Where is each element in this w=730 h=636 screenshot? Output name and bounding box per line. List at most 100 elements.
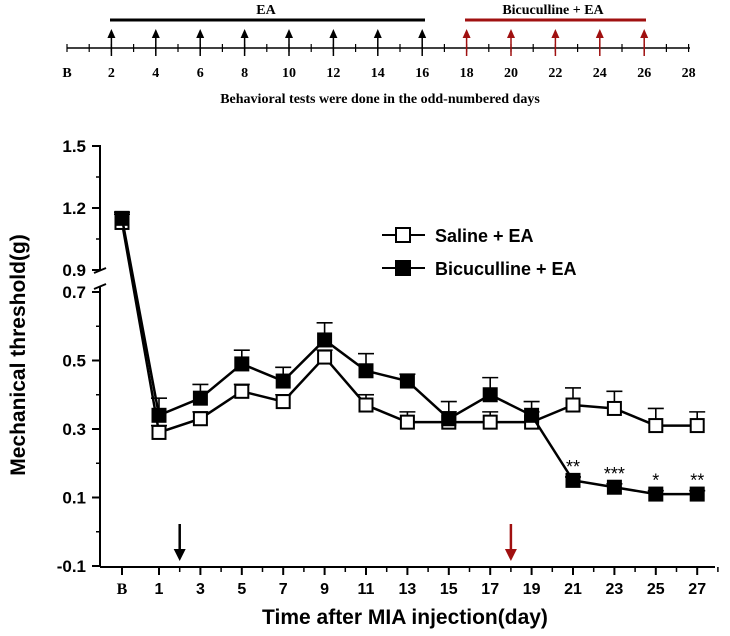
x-tick-label: 3 (196, 581, 205, 598)
x-tick-label: 9 (320, 581, 329, 598)
significance-label: ** (690, 471, 704, 491)
y-tick-label: 0.3 (62, 420, 86, 439)
ea-arrow-head (329, 29, 338, 38)
y-axis-label: Mechanical threshold(g) (7, 234, 30, 476)
x-tick-label: 15 (440, 581, 458, 598)
ea-arrow-head (285, 29, 293, 38)
timeline-tick-label: 20 (504, 66, 518, 81)
legend: Saline + EA Bicuculline + EA (382, 226, 577, 279)
y-tick-label: 0.9 (62, 261, 86, 280)
y-ticks: 0.9 1.2 1.5 -0.1 0.1 0.3 0.5 0.7 (57, 137, 100, 576)
ea-arrow-head (418, 29, 427, 38)
data-point-saline (399, 414, 415, 430)
series-line-saline (120, 222, 698, 435)
data-point-saline (192, 411, 208, 427)
significance-label: ** (566, 457, 580, 477)
data-point-saline (234, 383, 250, 399)
timeline-tick-label: 12 (326, 66, 340, 81)
timeline-tick-label: 8 (241, 66, 248, 81)
data-point-bicuculline (399, 373, 415, 389)
significance-label: *** (604, 464, 625, 484)
data-point-bicuculline (441, 411, 457, 427)
timeline-tick-label: 22 (548, 66, 562, 81)
annotation-layer: ** *** * ** (566, 457, 704, 491)
x-tick-label: 17 (481, 581, 499, 598)
data-point-saline (565, 397, 581, 413)
bicuculline-arrow-head (640, 29, 649, 38)
timeline-arrows (107, 29, 649, 56)
x-axis-label: Time after MIA injection(day) (262, 606, 548, 629)
data-point-bicuculline (275, 373, 291, 389)
data-point-saline (275, 394, 291, 410)
x-tick-label: 13 (399, 581, 417, 598)
ea-arrow-head (151, 29, 160, 38)
legend-marker-open-square (395, 227, 411, 243)
significance-label: * (652, 471, 659, 491)
data-point-saline (648, 418, 664, 434)
legend-label-saline: Saline + EA (435, 226, 534, 246)
data-point-bicuculline (648, 486, 664, 502)
arrow-layer (173, 524, 517, 561)
data-point-saline (358, 397, 374, 413)
x-tick-label: 11 (358, 581, 375, 598)
data-point-bicuculline (114, 210, 130, 226)
timeline-tick-label: 16 (415, 66, 429, 81)
bicuculline-arrow-head (462, 29, 471, 38)
data-point-bicuculline (317, 332, 333, 348)
timeline-tick-label: B (62, 66, 71, 81)
data-point-bicuculline (482, 387, 498, 403)
ea-label: EA (256, 3, 276, 18)
data-point-saline (606, 400, 622, 416)
timeline-tick-label: 10 (282, 66, 296, 81)
x-tick-label: 1 (155, 581, 164, 598)
data-point-bicuculline (358, 363, 374, 379)
timeline-tick-label: 18 (460, 66, 474, 81)
y-tick-label: 0.1 (62, 489, 86, 508)
data-point-bicuculline (234, 356, 250, 372)
event-arrow-head (173, 549, 186, 561)
timeline-tick-label: 28 (682, 66, 696, 81)
plot: 0.91.21.5-0.10.10.30.50.7 B 1 3 5 7 9 11 13 15 17… (7, 137, 730, 629)
x-tick-label: 23 (606, 581, 624, 598)
data-point-bicuculline (192, 390, 208, 406)
x-tick-label: 21 (564, 581, 582, 598)
bicuculline-arrow-head (595, 29, 604, 38)
legend-label-bicuculline: Bicuculline + EA (435, 259, 577, 279)
data-point-saline (482, 414, 498, 430)
ea-arrow-head (107, 29, 116, 38)
timeline-tick-label: 26 (637, 66, 651, 81)
series-layer (114, 210, 706, 502)
x-tick-label: B (117, 581, 128, 598)
data-point-bicuculline (565, 472, 581, 488)
data-point-saline (317, 349, 333, 365)
ea-arrow-head (373, 29, 382, 38)
y-tick-label: 1.5 (62, 137, 86, 156)
x-tick-label: 27 (688, 581, 706, 598)
data-point-saline (151, 424, 167, 440)
timeline-ticks: B 2 4 6 8 10 12 14 16 18 20 22 24 26 28 (62, 44, 696, 81)
data-point-bicuculline (524, 407, 540, 423)
timeline-tick-label: 14 (371, 66, 385, 81)
bicuculline-arrow-head (507, 29, 515, 38)
series-line-bicuculline (120, 218, 698, 496)
timeline: EA Bicuculline + EA B 2 4 6 8 10 12 14 16 18 20 22 2… (62, 3, 695, 107)
data-point-bicuculline (151, 407, 167, 423)
y-axis-break-mark-bottom (93, 283, 107, 290)
x-tick-label: 7 (279, 581, 288, 598)
timeline-tick-label: 6 (197, 66, 204, 81)
data-point-bicuculline (689, 486, 705, 502)
legend-marker-filled-square (395, 260, 411, 276)
x-tick-label: 19 (523, 581, 541, 598)
x-tick-label: 25 (647, 581, 665, 598)
data-point-bicuculline (606, 479, 622, 495)
y-tick-label: -0.1 (57, 557, 86, 576)
x-ticks: B1357911131517192123252729 (117, 567, 730, 598)
ea-arrow-head (240, 29, 249, 38)
x-tick-label: 5 (237, 581, 246, 598)
y-tick-label: 0.5 (62, 352, 86, 371)
event-arrow-head (504, 549, 517, 561)
data-point-saline (689, 418, 705, 434)
y-tick-label: 1.2 (62, 199, 86, 218)
y-tick-label: 0.7 (62, 283, 86, 302)
